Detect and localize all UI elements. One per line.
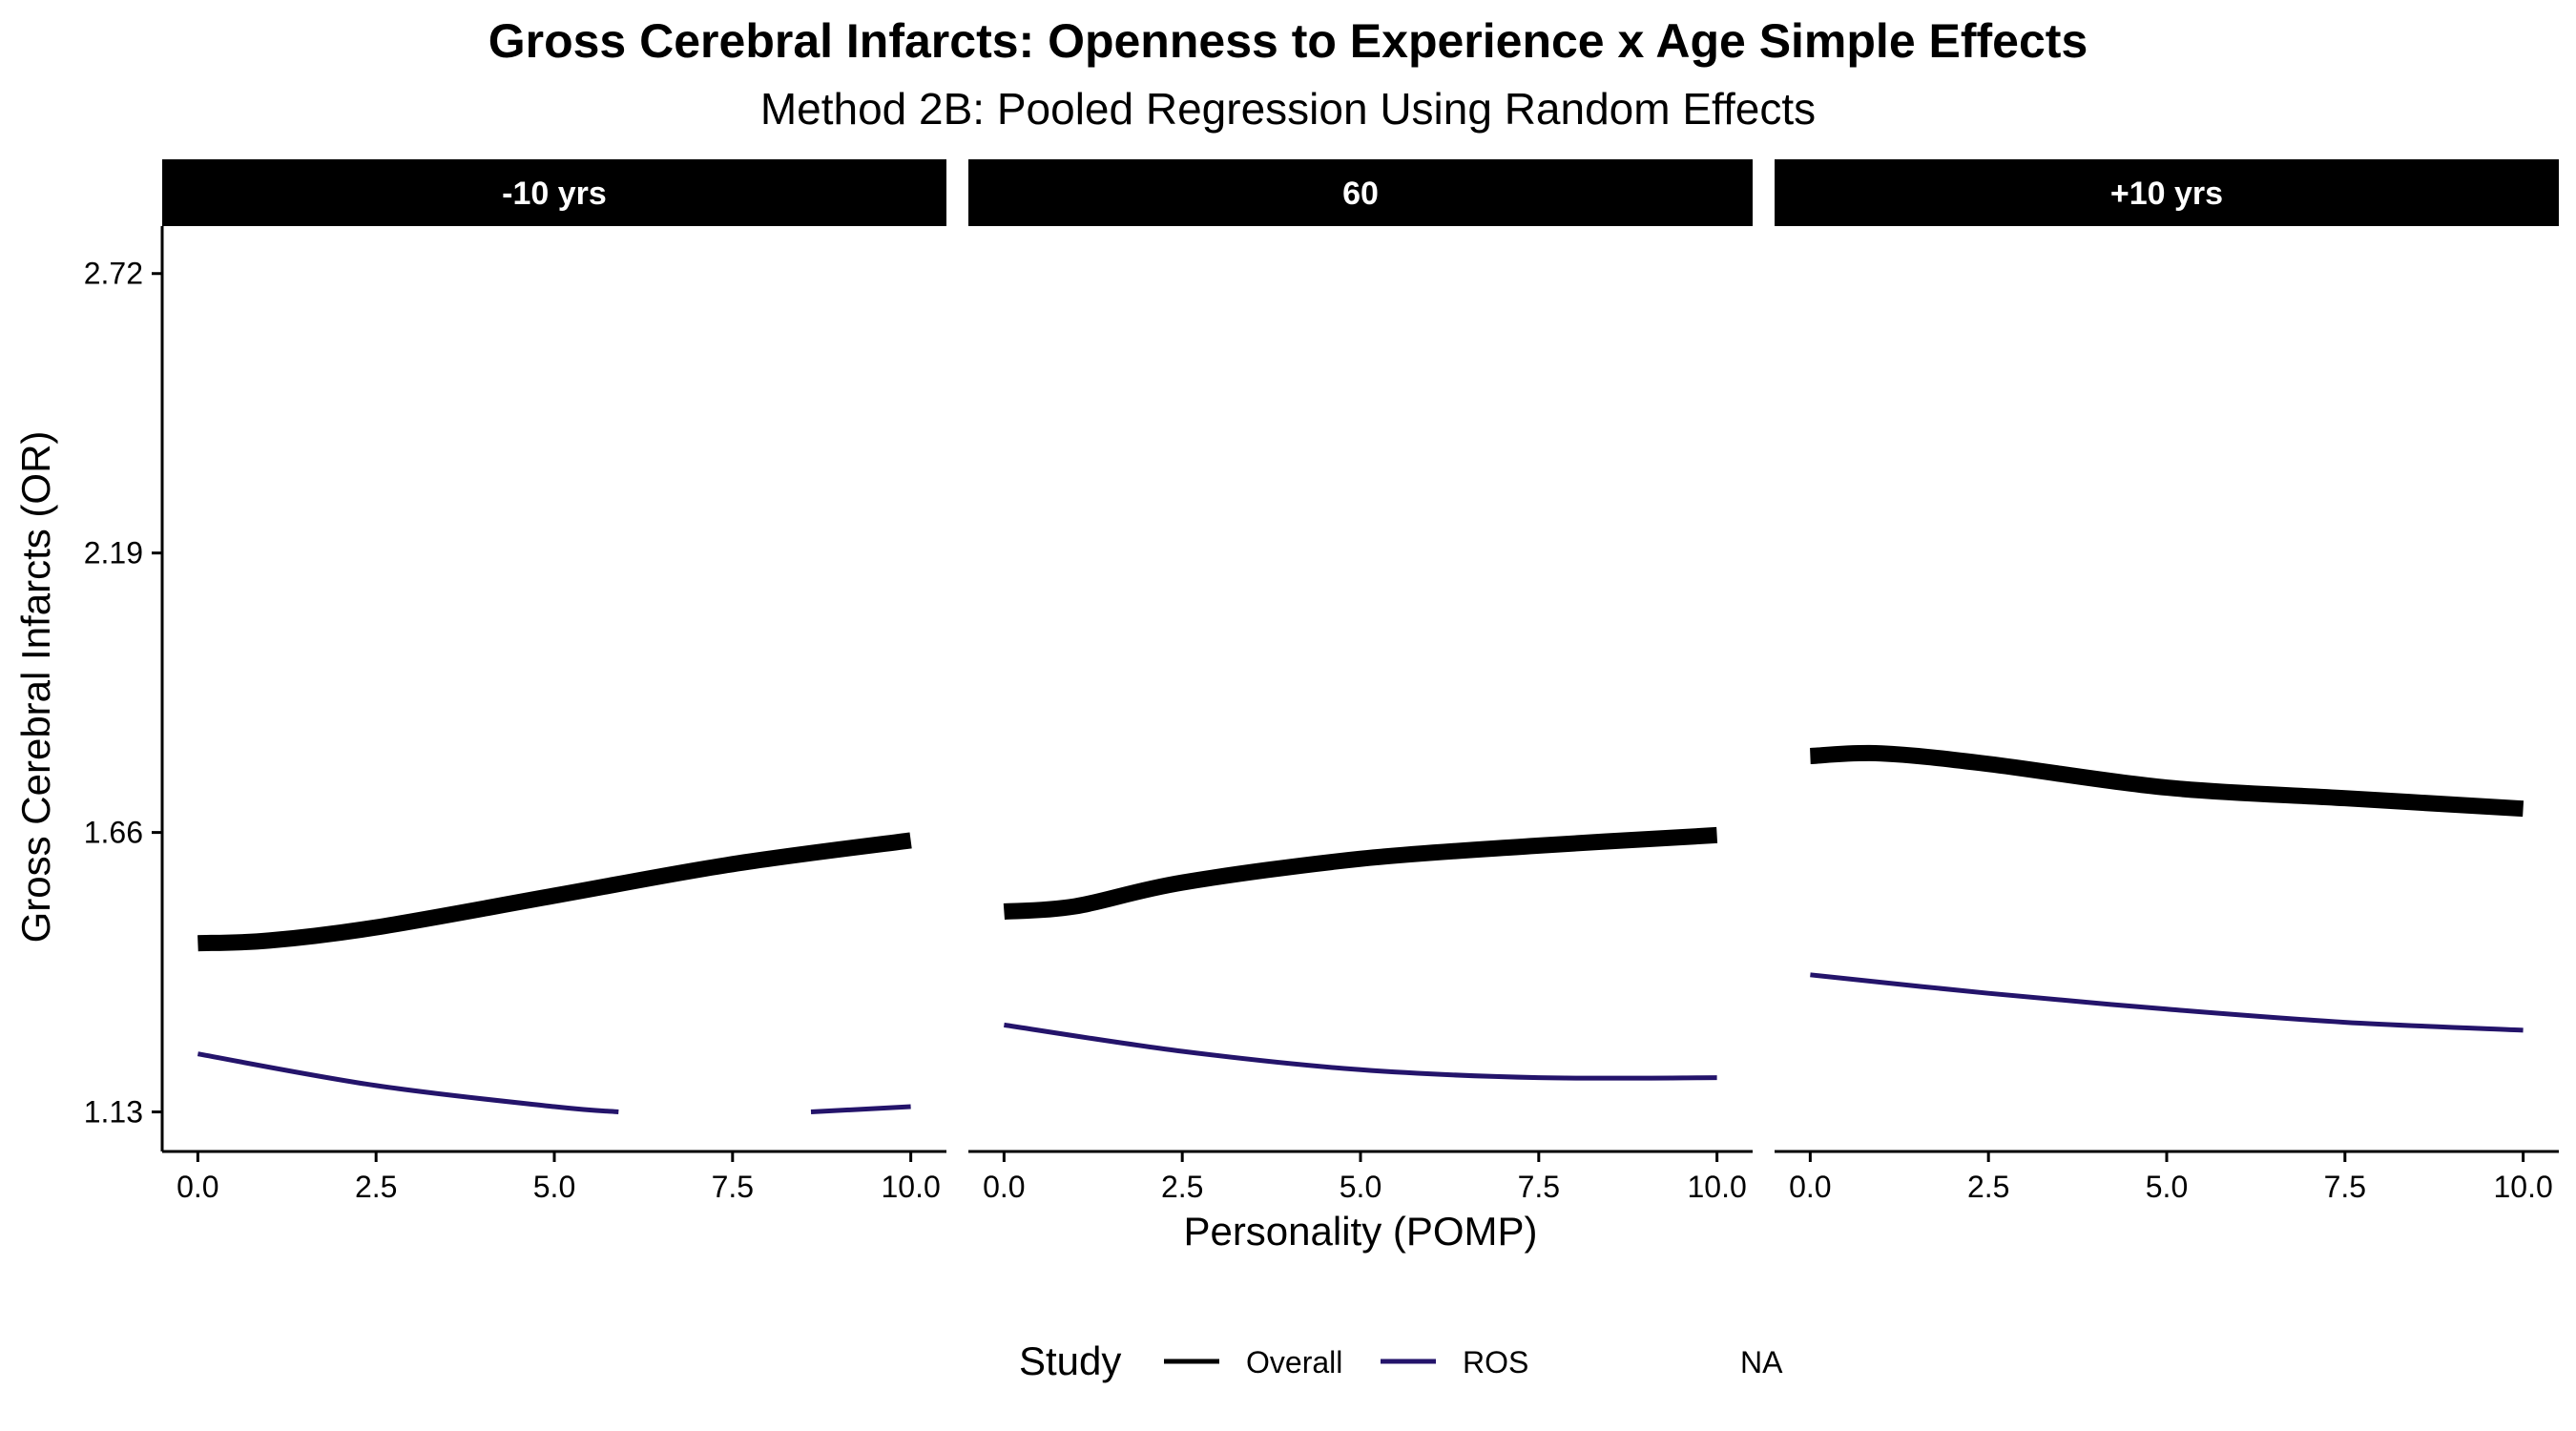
y-axis-title: Gross Cerebral Infarcts (OR) xyxy=(13,431,58,944)
series-line-ros xyxy=(810,1104,911,1114)
series-line-ros xyxy=(1004,1022,1717,1081)
legend-title: Study xyxy=(1019,1338,1121,1383)
y-tick-label: 2.19 xyxy=(84,536,143,570)
legend-label-overall: Overall xyxy=(1246,1345,1342,1379)
facet-panel: 60 0.0 2.5 5.0 7.5 10.0 xyxy=(968,159,1753,1204)
x-tick-label: 0.0 xyxy=(177,1170,218,1204)
x-tick-label: 2.5 xyxy=(1967,1170,2009,1204)
x-tick-label: 0.0 xyxy=(983,1170,1025,1204)
legend-label-ros: ROS xyxy=(1463,1345,1528,1379)
chart-title: Gross Cerebral Infarcts: Openness to Exp… xyxy=(488,14,2088,68)
facet-strip-label: +10 yrs xyxy=(2110,176,2223,212)
x-axis-title: Personality (POMP) xyxy=(1183,1209,1537,1254)
x-tick-label: 7.5 xyxy=(2324,1170,2366,1204)
legend-label-na: NA xyxy=(1740,1345,1783,1379)
facet-panel: -10 yrs 1.13 1.66 2.19 2.72 0.0 2.5 5.0 7.5 10.0 xyxy=(84,159,946,1204)
x-tick-label: 0.0 xyxy=(1789,1170,1831,1204)
x-tick-label: 2.5 xyxy=(355,1170,397,1204)
x-tick-label: 10.0 xyxy=(881,1170,940,1204)
x-tick-label: 5.0 xyxy=(1340,1170,1381,1204)
x-tick-label: 5.0 xyxy=(2146,1170,2188,1204)
chart-subtitle: Method 2B: Pooled Regression Using Rando… xyxy=(760,84,1816,134)
series-line-overall xyxy=(1003,826,1718,920)
y-tick-label: 1.13 xyxy=(84,1095,143,1130)
series-line-ros xyxy=(197,1051,619,1114)
x-tick-label: 10.0 xyxy=(2493,1170,2552,1204)
x-tick-label: 7.5 xyxy=(712,1170,754,1204)
x-tick-label: 7.5 xyxy=(1518,1170,1560,1204)
series-line-overall xyxy=(1809,744,2524,818)
y-tick-label: 2.72 xyxy=(84,257,143,291)
facet-strip-label: 60 xyxy=(1342,176,1379,212)
facet-panel: +10 yrs 0.0 2.5 5.0 7.5 10.0 xyxy=(1775,159,2559,1204)
facet-strip xyxy=(968,159,1753,226)
facet-strip xyxy=(1775,159,2559,226)
x-tick-label: 10.0 xyxy=(1687,1170,1746,1204)
facet-strip-label: -10 yrs xyxy=(502,176,607,212)
facet-strip xyxy=(162,159,946,226)
series-line-overall xyxy=(197,832,912,952)
x-tick-label: 2.5 xyxy=(1161,1170,1203,1204)
y-tick-label: 1.66 xyxy=(84,816,143,850)
x-tick-label: 5.0 xyxy=(533,1170,575,1204)
legend: Study Overall ROS NA xyxy=(1019,1338,1783,1383)
series-line-ros xyxy=(1810,972,2524,1033)
